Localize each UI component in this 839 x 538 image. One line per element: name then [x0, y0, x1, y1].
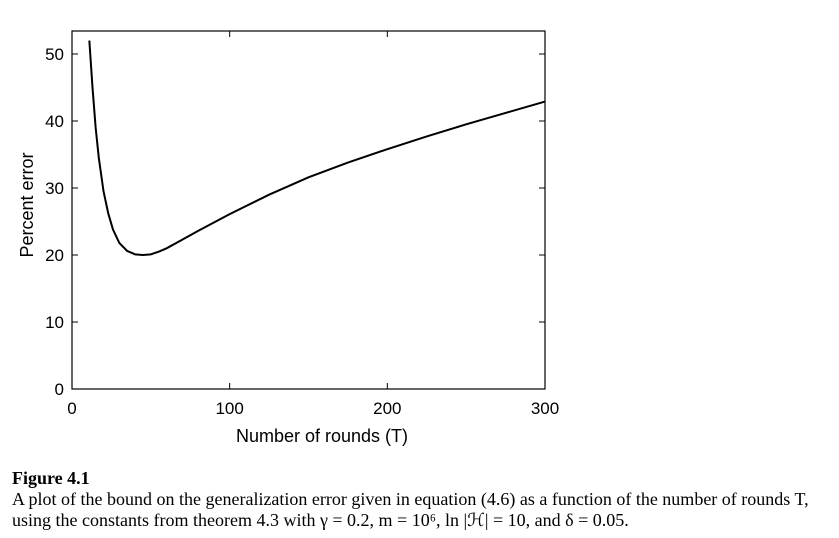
axis-ticks: [71, 31, 546, 390]
tick-labels: 0 100 200 300 0 10 20 30 40 50: [45, 45, 559, 418]
y-tick-label: 40: [45, 112, 64, 131]
y-tick-label: 10: [45, 313, 64, 332]
y-tick-label: 30: [45, 179, 64, 198]
x-tick-label: 300: [531, 399, 559, 418]
caption-title: Figure 4.1: [12, 468, 90, 488]
x-tick-label: 100: [215, 399, 243, 418]
error-bound-curve: [88, 40, 546, 257]
chart: 0 100 200 300 0 10 20 30 40 50 Number of rounds (…: [17, 30, 559, 446]
y-tick-label: 0: [55, 380, 64, 399]
x-tick-label: 200: [373, 399, 401, 418]
y-axis-label: Percent error: [17, 152, 37, 257]
caption-text: A plot of the bound on the generalizatio…: [12, 489, 809, 530]
plot-frame: [71, 30, 546, 390]
x-axis-label: Number of rounds (T): [236, 426, 408, 446]
y-tick-label: 20: [45, 246, 64, 265]
x-tick-label: 0: [67, 399, 76, 418]
y-tick-label: 50: [45, 45, 64, 64]
figure-caption: Figure 4.1 A plot of the bound on the ge…: [12, 468, 834, 531]
